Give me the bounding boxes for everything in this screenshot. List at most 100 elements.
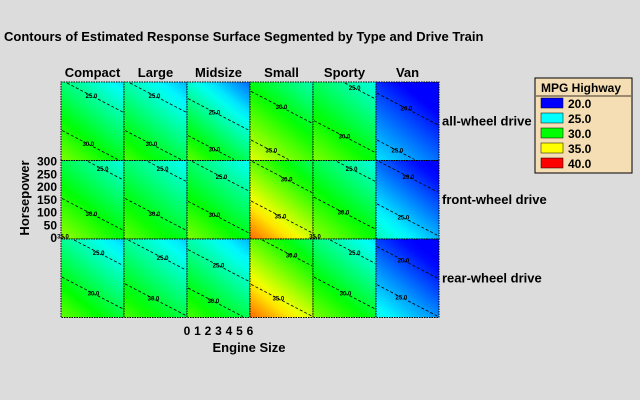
contour-label-front-wheel-drive-compact-25-0: 25.0: [97, 167, 109, 173]
contour-label-rear-wheel-drive-small-30-0: 30.0: [286, 253, 298, 259]
row-label-all-wheel-drive: all-wheel drive: [442, 113, 532, 128]
contour-line-front-wheel-drive-sporty-25-0: [336, 161, 376, 182]
column-label-compact: Compact: [65, 65, 121, 80]
legend-label-40-0: 40.0: [568, 157, 592, 171]
y-tick-0: 0: [50, 231, 57, 245]
contour-label-rear-wheel-drive-compact-25-0: 25.0: [93, 251, 105, 257]
contour-lines: [61, 82, 439, 317]
contour-line-all-wheel-drive-van-20-0: [376, 92, 439, 126]
contour-line-all-wheel-drive-compact-30-0: [61, 130, 119, 160]
panel-all-wheel-drive-large: [123, 81, 188, 161]
contour-line-rear-wheel-drive-midsize-25-0: [187, 249, 250, 282]
contour-line-rear-wheel-drive-midsize-30-0: [187, 287, 244, 317]
contour-label-all-wheel-drive-midsize-30-0: 30.0: [209, 147, 221, 153]
x-tick-3: 3: [215, 324, 222, 338]
legend-box: [534, 77, 633, 174]
y-tick-50: 50: [44, 218, 58, 232]
y-axis-title: Horsepower: [17, 160, 32, 235]
row-label-rear-wheel-drive: rear-wheel drive: [442, 270, 542, 285]
panel-all-wheel-drive-sporty: [312, 81, 377, 161]
y-tick-250: 250: [37, 167, 57, 181]
panel-rear-wheel-drive-midsize: [186, 238, 251, 318]
panel-grid: [60, 81, 440, 318]
legend: MPG Highway 20.025.030.035.040.0: [534, 77, 633, 174]
panel-front-wheel-drive-compact: [60, 160, 125, 240]
contour-label-all-wheel-drive-large-25-0: 25.0: [149, 94, 161, 100]
contour-label-all-wheel-drive-small-30-0: 30.0: [276, 105, 288, 111]
contour-line-front-wheel-drive-compact-25-0: [87, 161, 124, 181]
contour-line-rear-wheel-drive-compact-30-0: [61, 276, 124, 310]
contour-line-front-wheel-drive-van-20-0: [378, 161, 439, 193]
column-labels: Compact Large Midsize Small Sporty Van: [65, 65, 419, 80]
contour-label-all-wheel-drive-small-35-0: 35.0: [265, 149, 277, 155]
contour-label-rear-wheel-drive-sporty-25-0: 25.0: [349, 251, 361, 257]
contour-label-front-wheel-drive-small-30-0: 30.0: [281, 177, 293, 183]
contour-label-all-wheel-drive-sporty-25-0: 25.0: [349, 86, 361, 92]
panel-front-wheel-drive-small: [249, 160, 314, 240]
x-tick-5: 5: [236, 324, 243, 338]
contour-label-front-wheel-drive-van-25-0: 25.0: [398, 216, 410, 222]
contour-label-rear-wheel-drive-midsize-25-0: 25.0: [213, 264, 225, 270]
contour-line-all-wheel-drive-small-35-0: [250, 139, 289, 160]
contour-line-rear-wheel-drive-van-20-0: [376, 246, 439, 279]
legend-label-25-0: 25.0: [568, 112, 592, 126]
panel-all-wheel-drive-midsize: [186, 81, 251, 161]
column-label-sporty: Sporty: [324, 65, 366, 80]
contour-label-rear-wheel-drive-midsize-30-0: 30.0: [208, 299, 220, 305]
x-tick-4: 4: [226, 324, 233, 338]
contour-label-rear-wheel-drive-van-25-0: 25.0: [396, 295, 408, 301]
contour-line-front-wheel-drive-large-25-0: [147, 161, 187, 182]
panel-rear-wheel-drive-sporty: [312, 238, 377, 318]
contour-label-rear-wheel-drive-large-25-0: 25.0: [157, 256, 169, 262]
contour-label-all-wheel-drive-van-20-0: 20.0: [401, 107, 413, 113]
contour-line-rear-wheel-drive-large-30-0: [124, 283, 187, 316]
legend-swatch-25-0: [540, 112, 564, 124]
contour-label-front-wheel-drive-van-20-0: 20.0: [403, 175, 415, 181]
panel-all-wheel-drive-small: [249, 81, 314, 161]
row-labels: all-wheel drive front-wheel drive rear-whe…: [442, 113, 547, 285]
contour-label-front-wheel-drive-sporty-25-0: 25.0: [346, 167, 358, 173]
contour-label-front-wheel-drive-compact-30-0: 30.0: [86, 212, 98, 218]
contour-line-front-wheel-drive-large-30-0: [124, 198, 187, 231]
panel-all-wheel-drive-van: [375, 81, 440, 161]
x-tick-2: 2: [205, 324, 212, 338]
contour-line-front-wheel-drive-compact-30-0: [61, 198, 124, 231]
x-axis-title: Engine Size: [213, 340, 286, 355]
contour-label-all-wheel-drive-sporty-30-0: 30.0: [339, 135, 351, 141]
contour-line-front-wheel-drive-van-25-0: [376, 203, 439, 236]
legend-swatch-35-0: [540, 142, 564, 154]
contour-label-front-wheel-drive-small-35-0: 35.0: [275, 214, 287, 220]
column-label-midsize: Midsize: [195, 65, 242, 80]
contour-label-rear-wheel-drive-van-20-0: 20.0: [398, 258, 410, 264]
column-label-small: Small: [264, 65, 299, 80]
contour-label-all-wheel-drive-van-25-0: 25.0: [391, 149, 403, 155]
x-tick-1: 1: [194, 324, 201, 338]
legend-swatch-30-0: [540, 127, 564, 139]
contour-line-all-wheel-drive-midsize-25-0: [187, 98, 250, 131]
contour-label-front-wheel-drive-large-30-0: 30.0: [149, 212, 161, 218]
row-label-front-wheel-drive: front-wheel drive: [442, 192, 547, 207]
contour-line-all-wheel-drive-large-25-0: [129, 82, 187, 113]
contour-label-rear-wheel-drive-compact-30-0: 30.0: [88, 292, 100, 298]
column-label-large: Large: [138, 65, 173, 80]
contour-label-rear-wheel-drive-small-35-0: 35.0: [273, 297, 285, 303]
contour-line-front-wheel-drive-compact-35-0: [61, 235, 66, 239]
contour-line-rear-wheel-drive-sporty-30-0: [313, 276, 376, 310]
panel-rear-wheel-drive-compact: [60, 238, 125, 318]
y-tick-300: 300: [37, 155, 57, 169]
contour-line-all-wheel-drive-van-25-0: [376, 139, 415, 160]
contour-line-rear-wheel-drive-small-30-0: [262, 239, 313, 267]
contour-line-rear-wheel-drive-compact-25-0: [73, 239, 124, 266]
contour-line-rear-wheel-drive-small-35-0: [250, 284, 313, 317]
contour-line-front-wheel-drive-sporty-35-0: [313, 235, 318, 239]
legend-label-20-0: 20.0: [568, 97, 592, 111]
contour-line-all-wheel-drive-small-30-0: [250, 91, 313, 124]
contour-line-front-wheel-drive-sporty-30-0: [313, 196, 376, 230]
panel-rear-wheel-drive-small: [249, 238, 314, 318]
contour-line-all-wheel-drive-midsize-30-0: [187, 135, 235, 160]
panel-front-wheel-drive-large: [123, 160, 188, 240]
